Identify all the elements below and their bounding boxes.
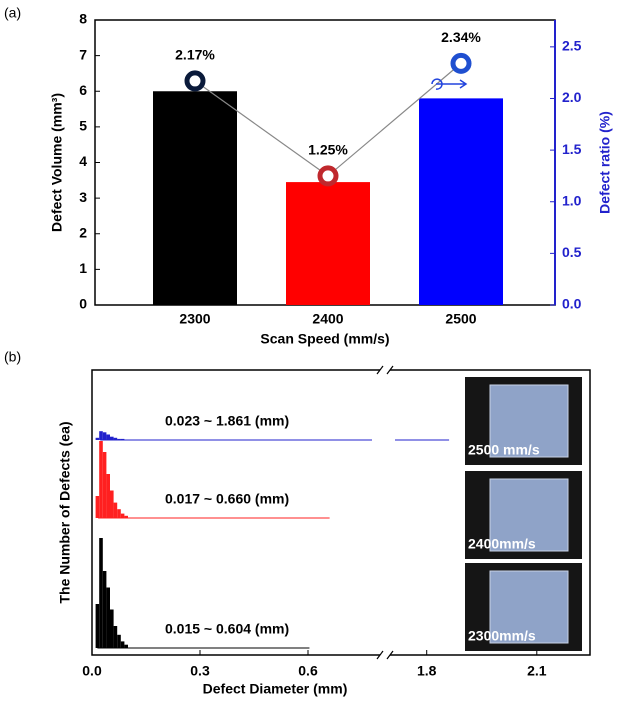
bar [153, 91, 237, 305]
x-tick-label: 2500 [445, 311, 476, 327]
y-tick-label: 5 [79, 118, 87, 134]
range-label: 0.023 ~ 1.861 (mm) [165, 413, 289, 429]
hist-bar [103, 571, 107, 648]
x-axis-label: Defect Diameter (mm) [203, 681, 348, 697]
hist-bar [121, 439, 125, 440]
hist-bar [110, 491, 114, 519]
y2-axis-label: Defect ratio (%) [597, 111, 613, 214]
y-axis-label: Defect Volume (mm³) [49, 93, 65, 232]
value-label: 1.25% [308, 142, 348, 158]
y-tick-label: 7 [79, 46, 87, 62]
y2-tick-label: 1.5 [562, 141, 582, 157]
hist-bar [99, 538, 103, 648]
hist-bar [114, 626, 118, 648]
image-label: 2500 mm/s [468, 442, 540, 458]
hist-bar [121, 514, 125, 518]
y2-tick-label: 1.0 [562, 192, 582, 208]
x-tick-label: 2400 [312, 311, 343, 327]
range-label: 0.015 ~ 0.604 (mm) [165, 621, 289, 637]
x-tick-label: 0.6 [298, 663, 318, 679]
hist-bar [110, 437, 114, 440]
hist-bar [106, 588, 110, 649]
ratio-marker [187, 73, 203, 89]
hist-bar [110, 610, 114, 649]
hist-bar [106, 474, 110, 518]
y-tick-label: 0 [79, 296, 87, 312]
hist-bar [117, 509, 121, 518]
y2-tick-label: 2.0 [562, 89, 582, 105]
y-tick-label: 2 [79, 224, 87, 240]
bar [419, 98, 503, 305]
panel-label: (a) [4, 5, 21, 21]
image-label: 2400mm/s [468, 536, 536, 552]
y-tick-label: 3 [79, 189, 87, 205]
hist-bar [96, 438, 100, 440]
y-tick-label: 8 [79, 11, 87, 27]
x-tick-label: 2300 [179, 311, 210, 327]
panel-label: (b) [4, 349, 21, 365]
bar [286, 182, 370, 305]
hist-bar [103, 432, 107, 440]
range-label: 0.017 ~ 0.660 (mm) [165, 491, 289, 507]
y-tick-label: 1 [79, 260, 87, 276]
y-tick-label: 6 [79, 82, 87, 98]
hist-bar [96, 604, 100, 648]
hist-bar [124, 516, 128, 518]
hist-bar [114, 503, 118, 518]
hist-bar [121, 641, 125, 648]
value-label: 2.17% [175, 47, 215, 63]
hist-bar [117, 439, 121, 440]
hist-bar [96, 496, 100, 518]
x-tick-label: 1.8 [417, 663, 437, 679]
value-label: 2.34% [441, 29, 481, 45]
ratio-marker [453, 55, 469, 71]
x-tick-label: 2.1 [527, 663, 547, 679]
y2-tick-label: 2.5 [562, 38, 582, 54]
image-label: 2300mm/s [468, 628, 536, 644]
x-axis-label: Scan Speed (mm/s) [260, 331, 389, 347]
hist-bar [117, 635, 121, 648]
y2-tick-label: 0.5 [562, 244, 582, 260]
hist-bar [99, 431, 103, 440]
hist-bar [103, 452, 107, 518]
x-tick-label: 0.0 [82, 663, 102, 679]
y-tick-label: 4 [79, 153, 87, 169]
hist-bar [106, 435, 110, 441]
y2-tick-label: 0.0 [562, 296, 582, 312]
x-tick-label: 0.3 [190, 663, 210, 679]
axis-arrow [432, 79, 466, 89]
y-axis-label: The Number of Defects (ea) [57, 421, 73, 603]
ratio-marker [320, 168, 336, 184]
hist-bar [124, 645, 128, 648]
hist-bar [99, 441, 103, 518]
figure: (a) (b) 0 1 2 3 4 5 6 7 8 0.0 0.5 1.0 1.5 2.0 2.5 2300 2… [0, 0, 619, 704]
hist-bar [114, 438, 118, 440]
